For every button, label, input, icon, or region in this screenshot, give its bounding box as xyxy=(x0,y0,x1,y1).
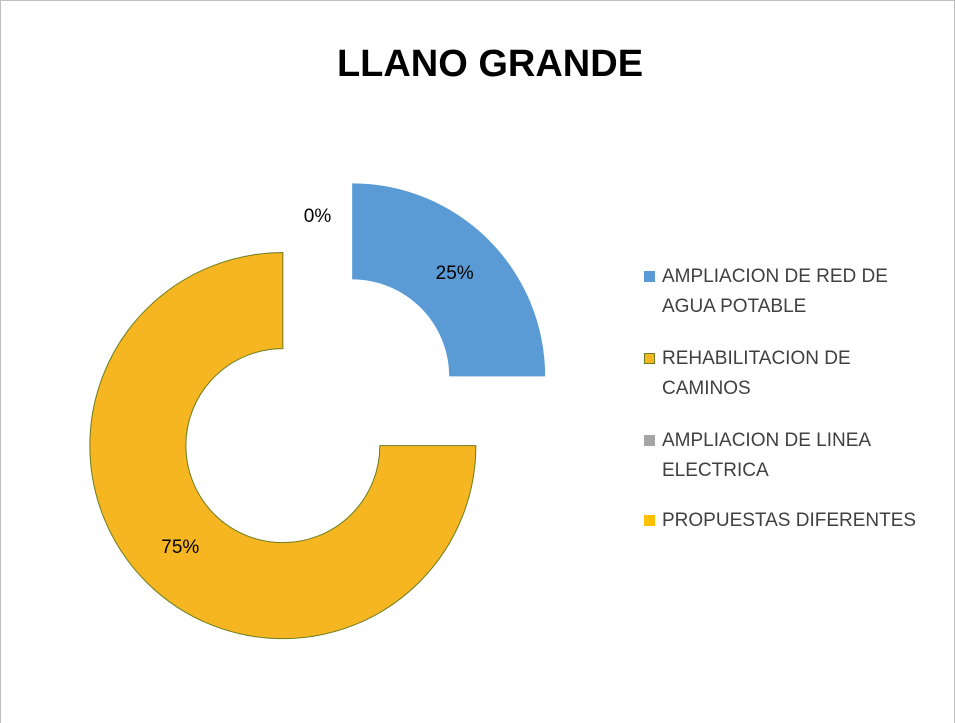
chart-title: LLANO GRANDE xyxy=(337,43,643,85)
legend-swatch xyxy=(644,271,655,282)
legend-label: PROPUESTAS DIFERENTES xyxy=(662,510,917,531)
legend-item: AMPLIACION DE LINEA ELECTRICA xyxy=(644,426,944,486)
data-label: 75% xyxy=(161,537,199,558)
legend-swatch xyxy=(644,435,655,446)
legend-item: PROPUESTAS DIFERENTES xyxy=(644,506,944,536)
legend-item: AMPLIACION DE RED DE AGUA POTABLE xyxy=(644,262,944,322)
donut-slice xyxy=(352,183,546,377)
legend-swatch xyxy=(644,353,655,364)
data-label: 25% xyxy=(436,263,474,284)
donut-slice xyxy=(89,252,477,640)
legend-item: REHABILITACION DE CAMINOS xyxy=(644,344,944,404)
legend-swatch xyxy=(644,515,655,526)
data-label: 0% xyxy=(304,206,332,227)
legend-label: REHABILITACION DE CAMINOS xyxy=(662,348,851,399)
legend-label: AMPLIACION DE LINEA ELECTRICA xyxy=(662,430,871,481)
legend-label: AMPLIACION DE RED DE AGUA POTABLE xyxy=(662,266,888,317)
